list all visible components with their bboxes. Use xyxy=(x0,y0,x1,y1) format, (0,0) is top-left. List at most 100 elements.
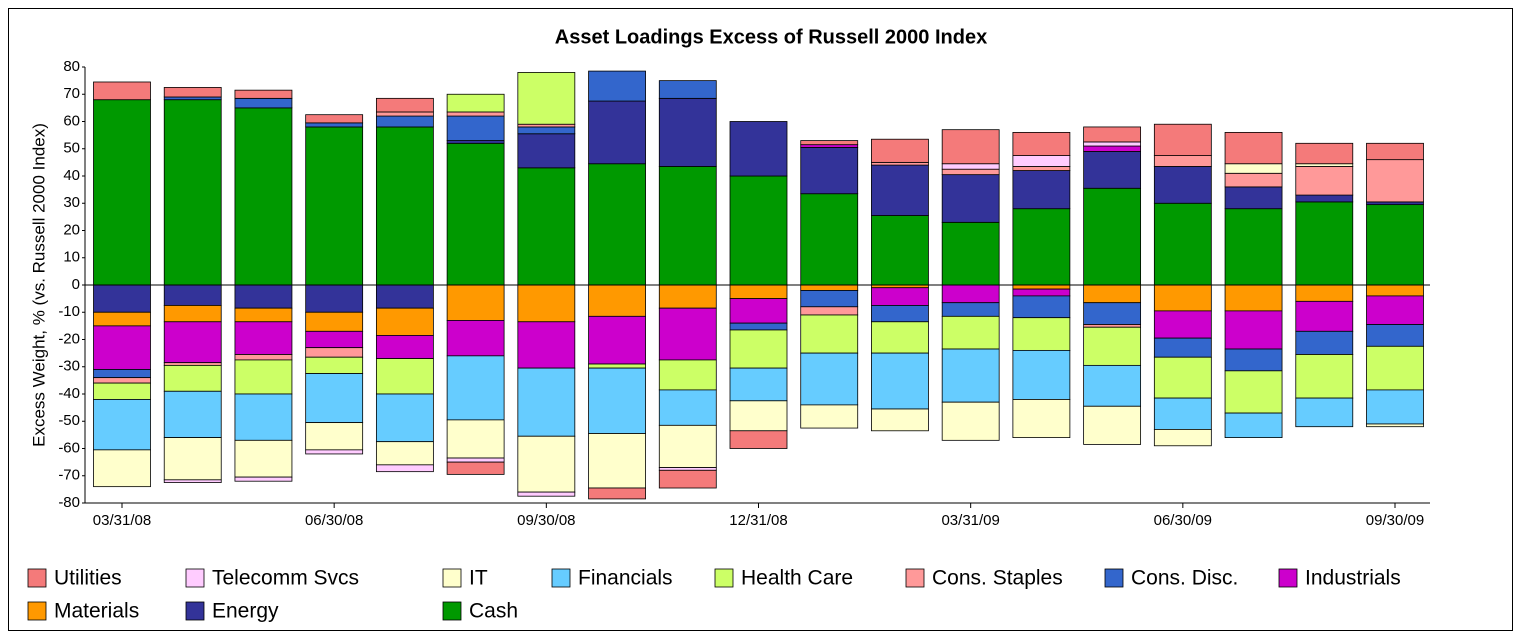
bar-segment xyxy=(375,111,434,117)
bar-segment xyxy=(1295,397,1354,428)
legend-swatch xyxy=(551,568,571,588)
bar-segment xyxy=(446,320,505,357)
bar-segment xyxy=(1295,354,1354,399)
legend-label: IT xyxy=(469,567,488,590)
bar-segment xyxy=(1012,131,1071,156)
bar-segment xyxy=(1366,142,1424,161)
bar-segment xyxy=(1153,337,1212,358)
legend-swatch xyxy=(185,601,205,621)
bar-segment xyxy=(517,284,576,323)
legend-swatch xyxy=(905,568,925,588)
bar-segment xyxy=(1295,194,1354,203)
bar-segment xyxy=(588,315,646,365)
bar-segment xyxy=(1224,412,1283,439)
bar-segment xyxy=(1153,123,1212,156)
bar-segment xyxy=(871,215,929,286)
legend-label: Health Care xyxy=(741,567,853,590)
bar-segment xyxy=(1012,166,1071,171)
bar-segment xyxy=(1295,330,1354,355)
x-tick-label: 06/30/09 xyxy=(1154,512,1212,529)
bar-segment xyxy=(446,284,505,321)
legend-swatch xyxy=(1278,568,1298,588)
bar-segment xyxy=(1083,187,1142,286)
bar-segment xyxy=(93,449,151,488)
bar-segment xyxy=(658,424,717,468)
bar-segment xyxy=(800,144,859,148)
bar-segment xyxy=(446,419,505,459)
bar-segment xyxy=(800,284,859,291)
bar-segment xyxy=(163,305,222,323)
bar-segment xyxy=(1295,284,1354,302)
bar-segment xyxy=(1224,284,1283,312)
y-tick-label: 0 xyxy=(72,276,80,293)
bar-segment xyxy=(1083,324,1142,328)
x-tick-label: 06/30/08 xyxy=(305,512,363,529)
bar-segment xyxy=(305,114,364,124)
bar-segment xyxy=(941,129,1000,165)
x-tick-label: 09/30/09 xyxy=(1366,512,1424,529)
bar-segment xyxy=(375,464,434,473)
bar-segment xyxy=(517,491,576,497)
bar-segment xyxy=(871,352,929,410)
bar-segment xyxy=(234,393,293,441)
bar-segment xyxy=(1153,310,1212,339)
bar-segment xyxy=(1012,170,1071,210)
bar-segment xyxy=(1295,163,1354,167)
bar-segment xyxy=(1012,155,1071,167)
bar-segment xyxy=(800,314,859,354)
legend-label: Cons. Staples xyxy=(932,567,1063,590)
bar-segment xyxy=(517,435,576,493)
bar-segment xyxy=(941,221,1000,286)
bar-segment xyxy=(1224,348,1283,372)
bar-segment xyxy=(1366,204,1424,286)
bar-segment xyxy=(375,97,434,113)
bar-segment xyxy=(305,449,364,455)
legend-label: Telecomm Svcs xyxy=(212,567,359,590)
bar-segment xyxy=(658,284,717,309)
bar-segment xyxy=(658,166,717,286)
bar-segment xyxy=(1012,399,1071,439)
bar-segment xyxy=(871,408,929,432)
bar-segment xyxy=(163,284,222,306)
bar-segment xyxy=(1295,166,1354,196)
bar-segment xyxy=(941,168,1000,176)
legend-label: Materials xyxy=(54,600,139,623)
bar-segment xyxy=(941,163,1000,170)
bar-segment xyxy=(588,363,646,369)
bar-segment xyxy=(800,306,859,316)
bar-segment xyxy=(375,393,434,443)
bar-segment xyxy=(517,72,576,125)
bar-segment xyxy=(517,167,576,286)
bar-segment xyxy=(588,284,646,317)
bar-segment xyxy=(517,123,576,128)
bar-segment xyxy=(93,377,151,384)
bar-segment xyxy=(871,164,929,216)
bar-segment xyxy=(375,284,434,309)
bar-segment xyxy=(871,305,929,323)
bar-segment xyxy=(1224,186,1283,210)
bar-segment xyxy=(871,138,929,163)
bar-segment xyxy=(658,467,717,471)
bar-segment xyxy=(871,321,929,354)
bar-segment xyxy=(729,329,788,369)
legend-label: Industrials xyxy=(1305,567,1401,590)
bar-segment xyxy=(588,100,646,165)
bar-segment xyxy=(305,356,364,374)
bar-segment xyxy=(1012,208,1071,286)
bar-segment xyxy=(1012,295,1071,319)
bar-segment xyxy=(658,97,717,167)
bar-segment xyxy=(800,352,859,406)
bar-segment xyxy=(375,335,434,359)
bar-segment xyxy=(658,80,717,99)
y-tick-label: 60 xyxy=(63,112,80,129)
bar-segment xyxy=(163,87,222,98)
bar-segment xyxy=(1083,151,1142,189)
bar-segment xyxy=(1083,405,1142,445)
bar-segment xyxy=(234,97,293,109)
bar-segment xyxy=(941,302,1000,317)
bar-segment xyxy=(305,311,364,332)
bar-segment xyxy=(1366,389,1424,425)
bar-segment xyxy=(305,126,364,286)
bar-segment xyxy=(163,479,222,483)
